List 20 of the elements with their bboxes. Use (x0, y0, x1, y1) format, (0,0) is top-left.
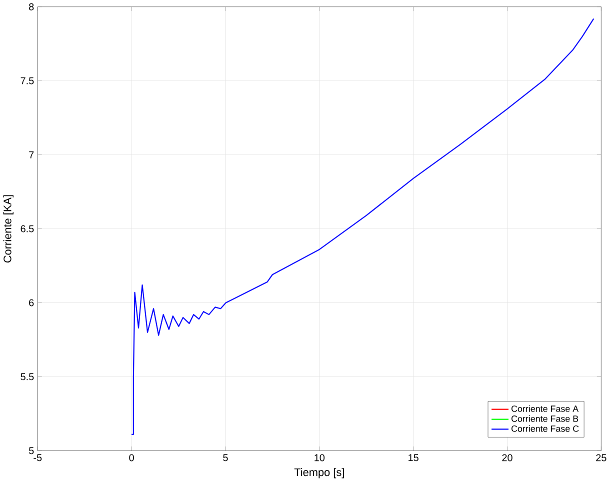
y-tick-label: 7.5 (20, 78, 34, 84)
y-tick-label: 7 (29, 152, 34, 158)
x-tick-label: 10 (314, 454, 325, 462)
legend-label: Corriente Fase C (511, 425, 579, 432)
x-tick-label: -5 (34, 454, 42, 462)
x-tick-label: 25 (596, 454, 606, 462)
x-tick-label: 20 (502, 454, 512, 462)
x-axis-title: Tiempo [s] (294, 468, 344, 478)
y-tick-label: 8 (29, 4, 34, 11)
x-tick-label: 15 (408, 454, 418, 462)
x-tick-label: 5 (223, 454, 228, 462)
line-series (131, 18, 594, 436)
y-tick-label: 5.5 (20, 373, 34, 380)
y-tick-label: 5 (29, 447, 34, 454)
legend-label: Corriente Fase B (511, 416, 578, 422)
x-tick-label: 0 (129, 454, 134, 462)
y-tick-label: 6.5 (20, 225, 34, 232)
legend-label: Corriente Fase A (511, 406, 579, 412)
y-tick-label: 6 (29, 299, 34, 306)
y-axis-title: Corriente [KA] (3, 195, 14, 263)
